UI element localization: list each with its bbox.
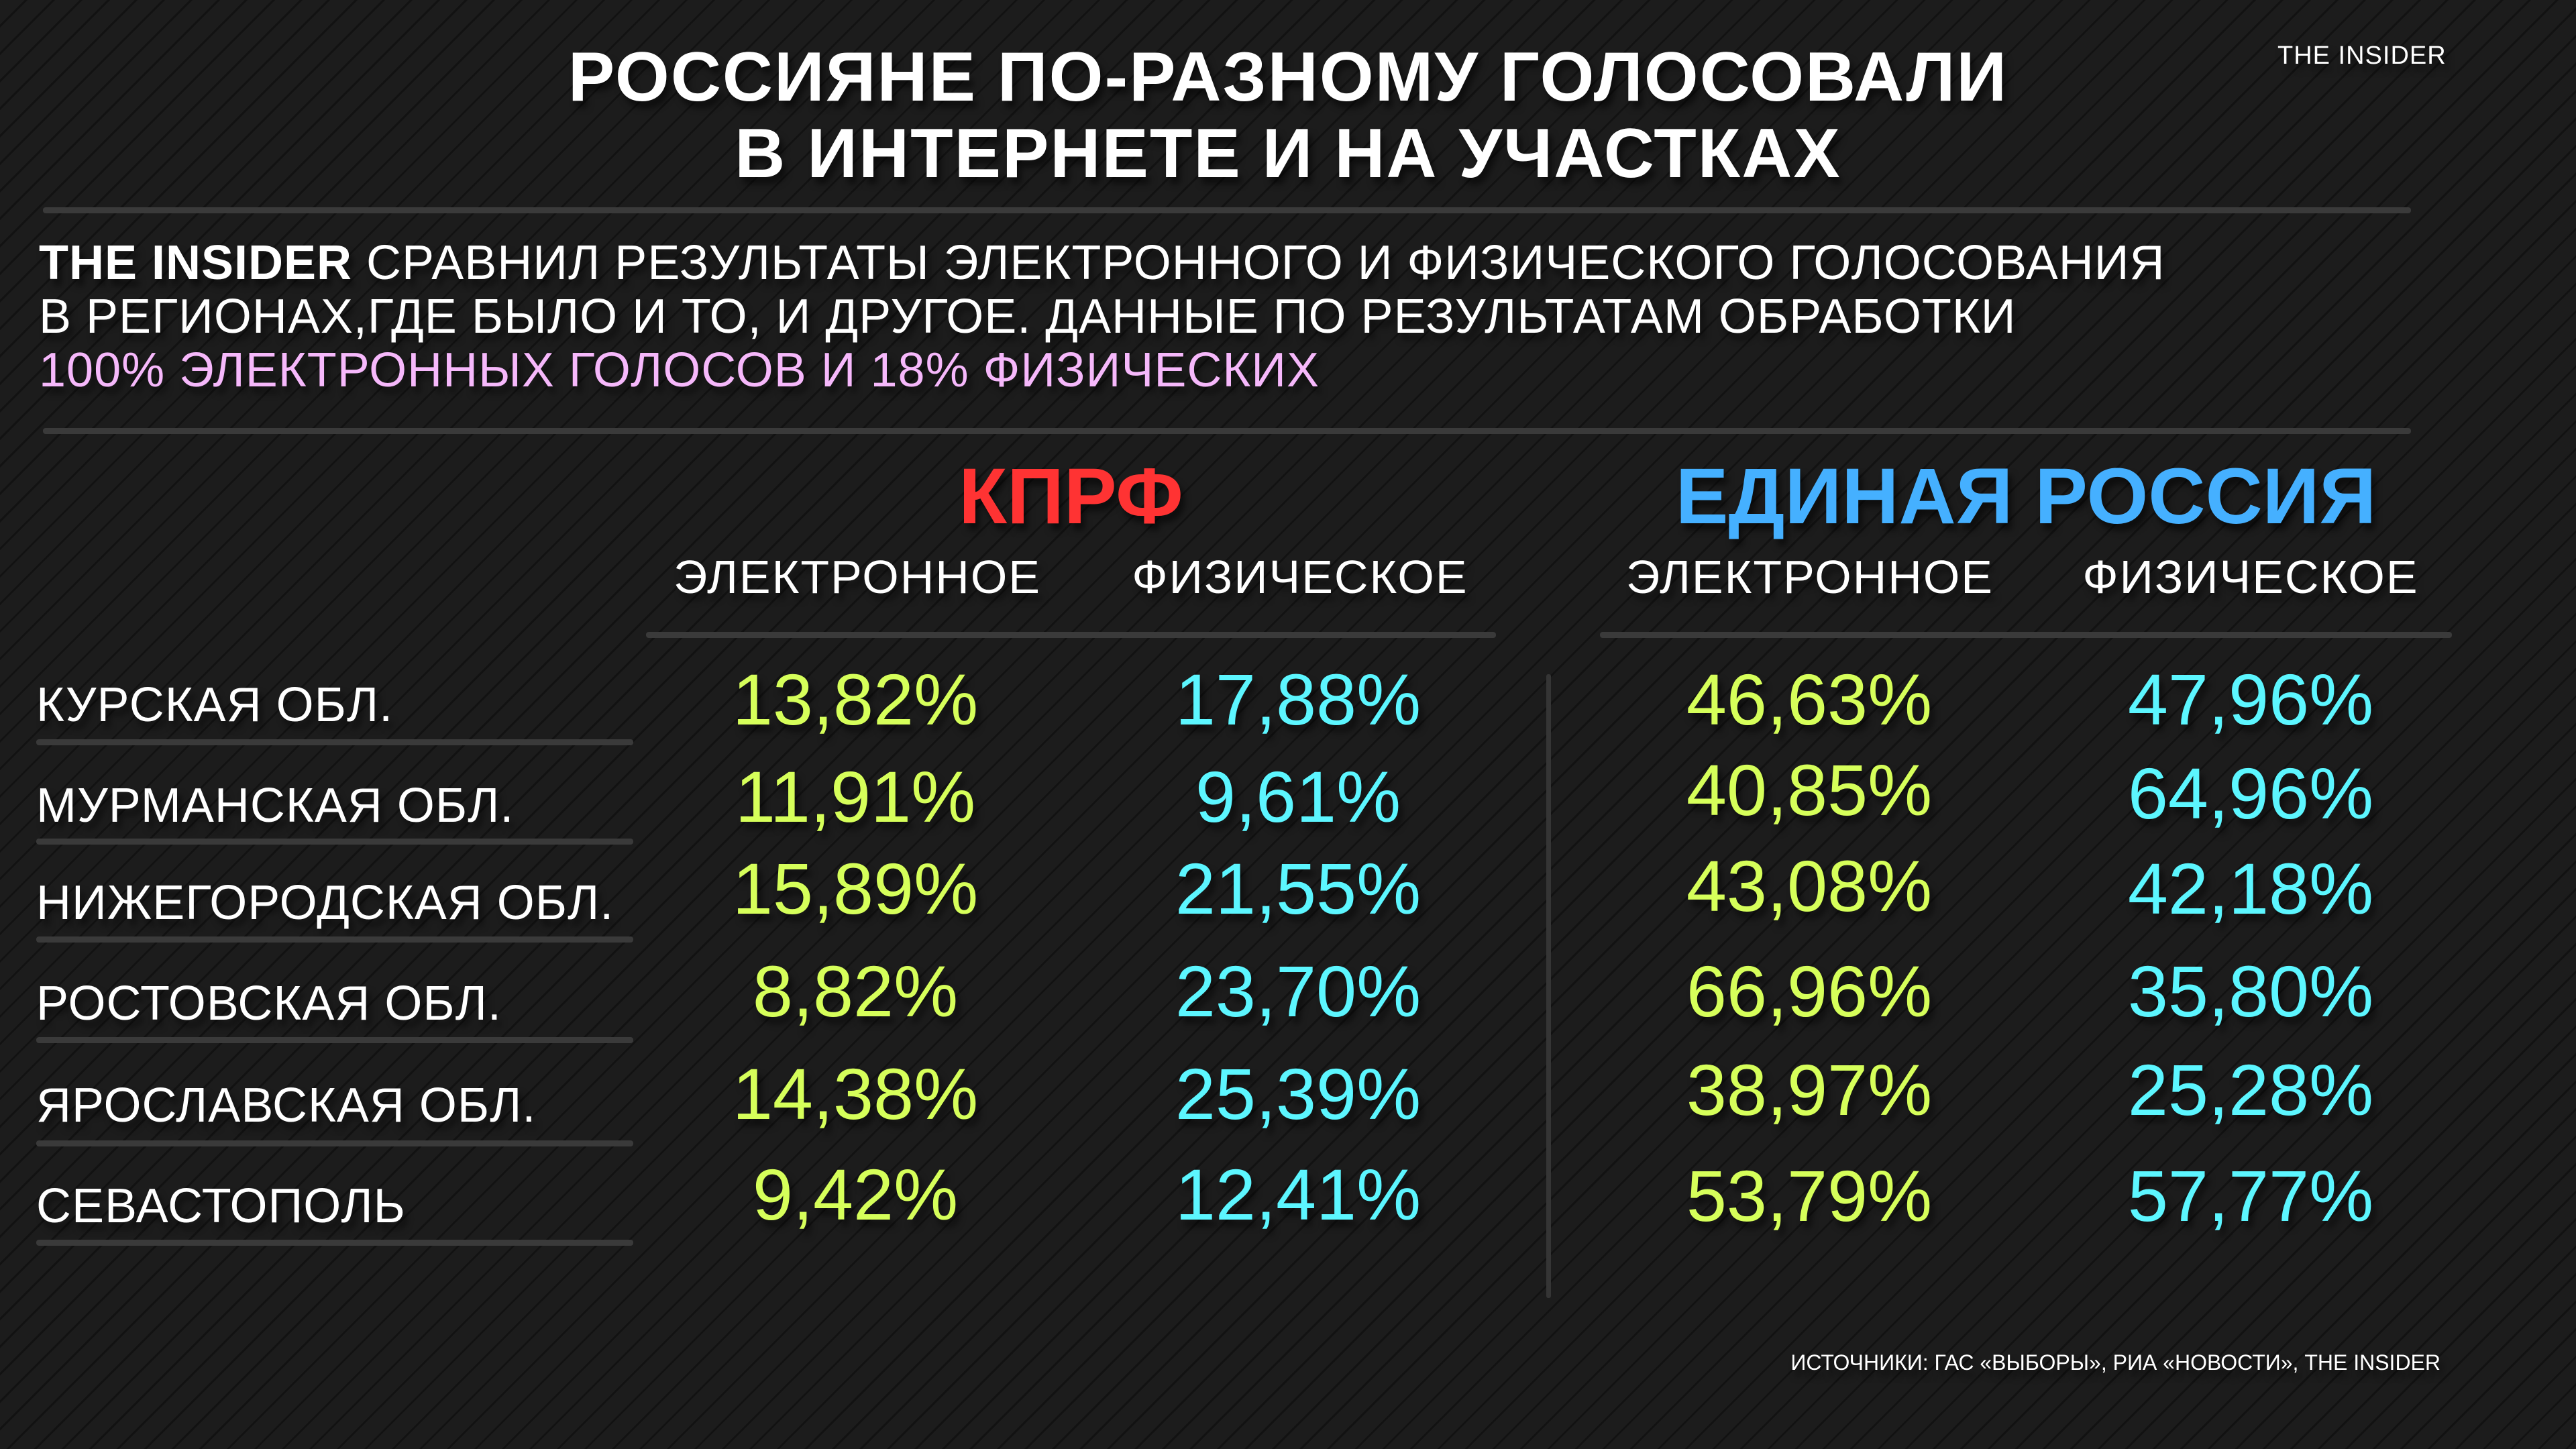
region-label: МУРМАНСКАЯ ОБЛ. (36, 779, 515, 833)
er-electronic-value: 38,97% (1686, 1049, 1933, 1130)
kprf-physical-value: 12,41% (1175, 1154, 1421, 1235)
row-underline (36, 936, 633, 943)
lead-paragraph: THE INSIDER СРАВНИЛ РЕЗУЛЬТАТЫ ЭЛЕКТРОНН… (39, 236, 2165, 397)
lead-line-3-highlight: 100% ЭЛЕКТРОННЫХ ГОЛОСОВ И 18% ФИЗИЧЕСКИ… (39, 343, 1320, 397)
row-underline (36, 1037, 633, 1043)
kprf-electronic-value: 13,82% (732, 659, 979, 740)
er-physical-value: 57,77% (2127, 1155, 2374, 1236)
lead-emphasis: THE INSIDER (39, 236, 353, 290)
kprf-col-physical: ФИЗИЧЕСКОЕ (1132, 551, 1468, 603)
lead-line-1: THE INSIDER СРАВНИЛ РЕЗУЛЬТАТЫ ЭЛЕКТРОНН… (39, 236, 2165, 290)
row-underline (36, 739, 633, 745)
er-physical-value: 64,96% (2127, 753, 2374, 834)
er-electronic-value: 40,85% (1686, 749, 1933, 830)
kprf-physical-value: 21,55% (1175, 848, 1421, 929)
party-er-title: ЕДИНАЯ РОССИЯ (1675, 452, 2377, 541)
region-label: ЯРОСЛАВСКАЯ ОБЛ. (36, 1079, 537, 1132)
title-line-2: В ИНТЕРНЕТЕ И НА УЧАСТКАХ (735, 115, 1841, 193)
region-label: РОСТОВСКАЯ ОБЛ. (36, 977, 502, 1030)
kprf-electronic-value: 8,82% (752, 951, 959, 1032)
er-physical-value: 35,80% (2127, 951, 2374, 1032)
er-col-electronic: ЭЛЕКТРОННОЕ (1626, 551, 1994, 603)
lead-line-1-text: СРАВНИЛ РЕЗУЛЬТАТЫ ЭЛЕКТРОННОГО И ФИЗИЧЕ… (352, 236, 2165, 290)
region-label: КУРСКАЯ ОБЛ. (36, 678, 394, 732)
er-physical-value: 42,18% (2127, 848, 2374, 929)
er-electronic-value: 43,08% (1686, 845, 1933, 926)
page-title: РОССИЯНЕ ПО-РАЗНОМУ ГОЛОСОВАЛИ В ИНТЕРНЕ… (0, 39, 2576, 192)
kprf-header-underline (646, 632, 1496, 638)
er-physical-value: 47,96% (2127, 659, 2374, 740)
party-kprf-title: КПРФ (959, 452, 1183, 541)
row-underline (36, 1240, 633, 1246)
sources-footnote: ИСТОЧНИКИ: ГАС «ВЫБОРЫ», РИА «НОВОСТИ», … (1790, 1350, 2440, 1375)
er-header-underline (1600, 632, 2452, 638)
kprf-electronic-value: 9,42% (752, 1154, 959, 1235)
party-separator (1546, 674, 1551, 1298)
kprf-electronic-value: 11,91% (735, 756, 976, 837)
kprf-col-electronic: ЭЛЕКТРОННОЕ (674, 551, 1041, 603)
kprf-electronic-value: 15,89% (732, 848, 979, 929)
kprf-physical-value: 23,70% (1175, 951, 1421, 1032)
er-physical-value: 25,28% (2127, 1049, 2374, 1130)
kprf-physical-value: 25,39% (1175, 1053, 1421, 1134)
er-col-physical: ФИЗИЧЕСКОЕ (2082, 551, 2419, 603)
divider-bottom (43, 428, 2411, 434)
kprf-electronic-value: 14,38% (732, 1053, 979, 1134)
kprf-physical-value: 17,88% (1175, 659, 1421, 740)
row-underline (36, 839, 633, 845)
kprf-physical-value: 9,61% (1195, 756, 1401, 837)
lead-line-2: В РЕГИОНАХ,ГДЕ БЫЛО И ТО, И ДРУГОЕ. ДАНН… (39, 290, 2017, 343)
divider-top (43, 207, 2411, 213)
title-line-1: РОССИЯНЕ ПО-РАЗНОМУ ГОЛОСОВАЛИ (568, 38, 2008, 116)
er-electronic-value: 46,63% (1686, 659, 1933, 740)
region-label: СЕВАСТОПОЛЬ (36, 1179, 406, 1233)
row-underline (36, 1140, 633, 1146)
er-electronic-value: 53,79% (1686, 1155, 1933, 1236)
er-electronic-value: 66,96% (1686, 951, 1933, 1032)
region-label: НИЖЕГОРОДСКАЯ ОБЛ. (36, 876, 614, 930)
brand-logo: THE INSIDER (2277, 42, 2447, 70)
